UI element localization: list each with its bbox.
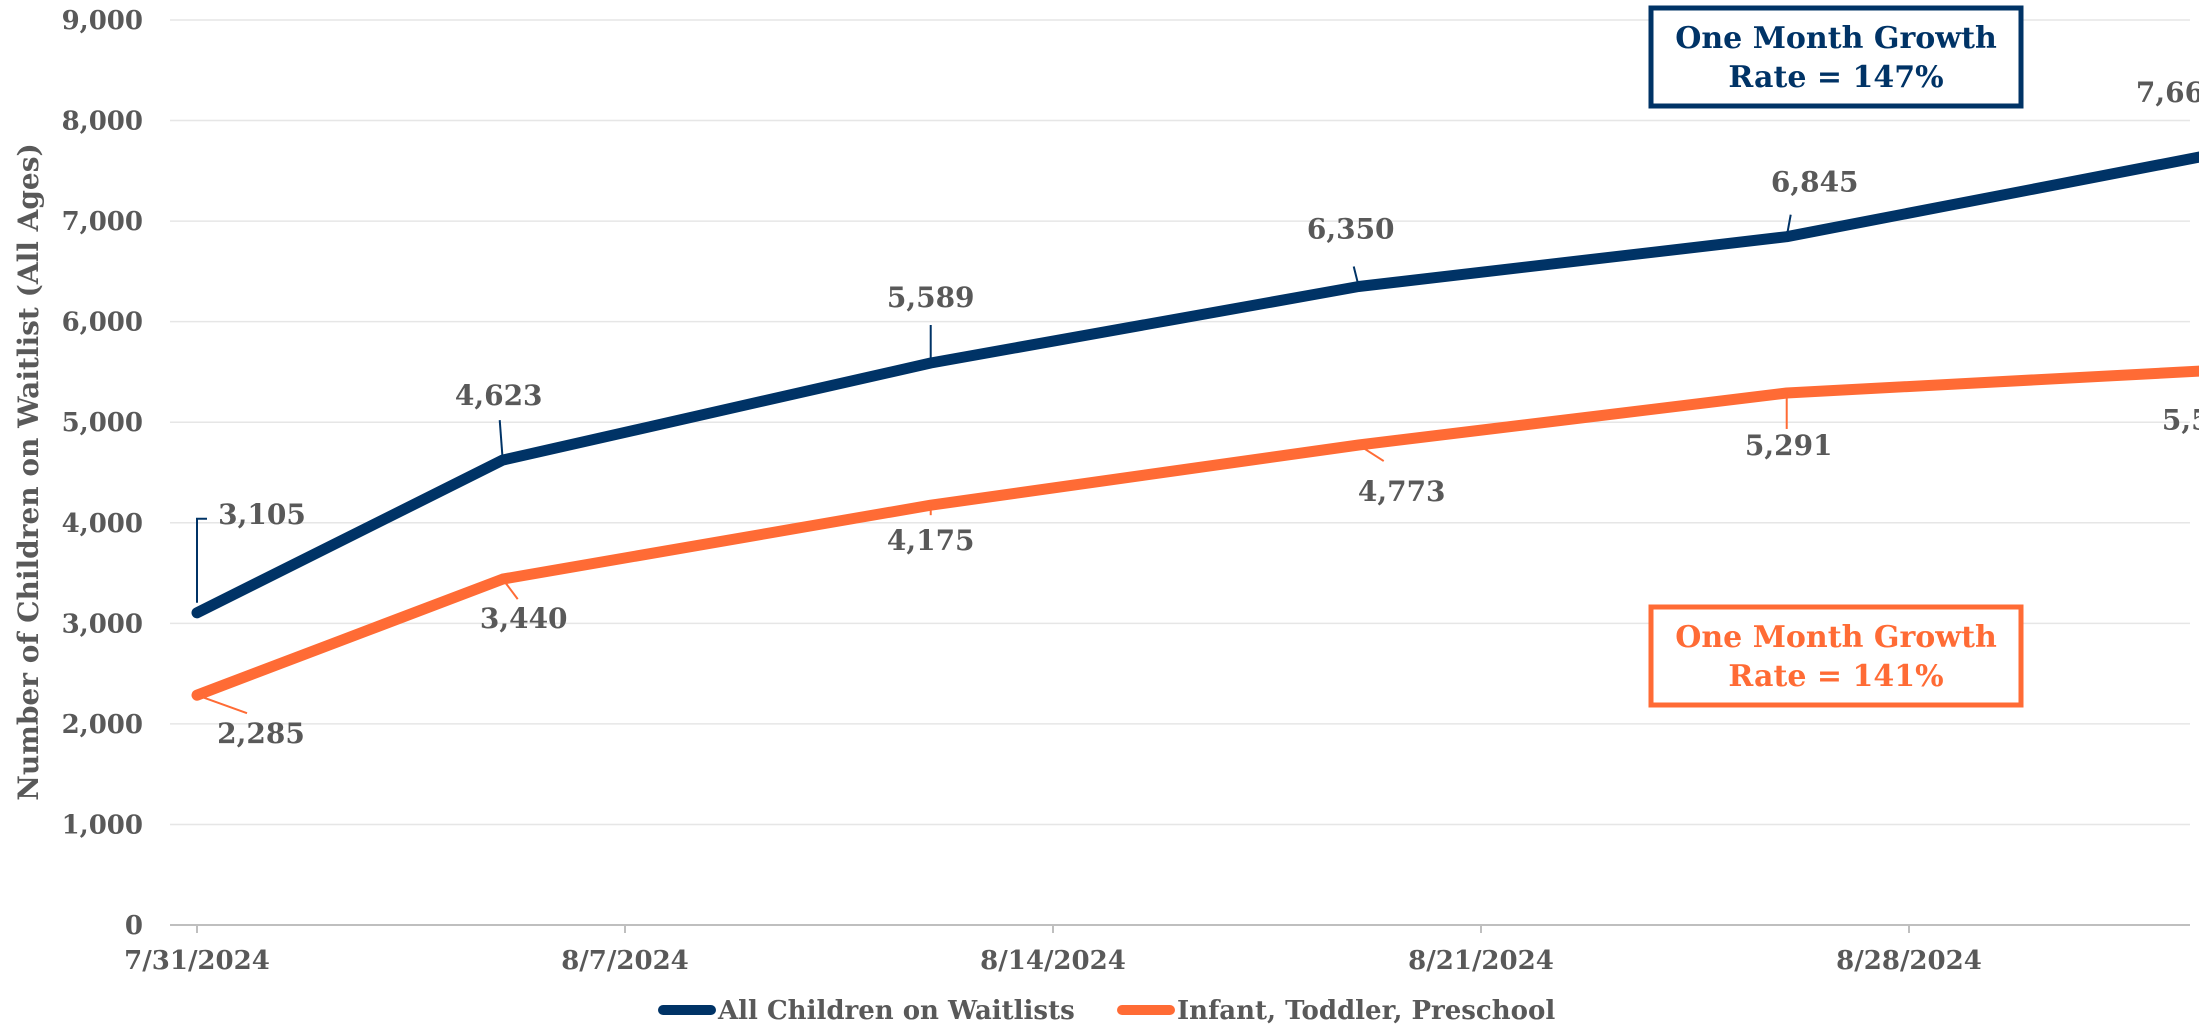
y-tick-label: 7,000 xyxy=(62,207,143,237)
legend: All Children on Waitlists Infant, Toddler… xyxy=(658,996,1555,1026)
x-tick-label: 8/28/2024 xyxy=(1836,946,1982,976)
x-tick-label: 8/21/2024 xyxy=(1408,946,1554,976)
growth-callouts: One Month Growth Rate = 147% One Month Gro… xyxy=(1648,5,2024,708)
growth-callout-line2: Rate = 141% xyxy=(1728,659,1943,694)
legend-label: All Children on Waitlists xyxy=(717,996,1075,1024)
data-label: 4,623 xyxy=(455,379,543,412)
data-labels: 3,105 4,623 5,589 6,350 6,845 7,666 2,285 3,440… xyxy=(217,76,2199,750)
y-axis-ticks: 0 1,000 2,000 3,000 4,000 5,000 6,000 7,000 8,00… xyxy=(62,6,143,941)
y-tick-label: 1,000 xyxy=(62,810,143,840)
data-label: 5,291 xyxy=(1745,429,1833,462)
data-label: 6,350 xyxy=(1307,212,1395,245)
y-axis-title: Number of Children on Waitlist (All Ages… xyxy=(12,143,45,800)
growth-callout-box xyxy=(1648,5,2024,109)
legend-label: Infant, Toddler, Preschool xyxy=(1177,996,1555,1024)
growth-callout-line2: Rate = 147% xyxy=(1728,60,1943,95)
y-tick-label: 0 xyxy=(125,911,143,941)
y-tick-label: 3,000 xyxy=(62,609,143,639)
series-line-2 xyxy=(191,365,2199,701)
leader-line xyxy=(196,694,248,715)
y-tick-label: 4,000 xyxy=(62,509,143,539)
series-line-1 xyxy=(191,151,2199,619)
data-label: 4,773 xyxy=(1358,475,1446,508)
y-tick-label: 5,000 xyxy=(62,408,143,438)
x-tick-label: 7/31/2024 xyxy=(124,946,270,976)
data-label: 4,175 xyxy=(887,524,975,557)
growth-callout-line1: One Month Growth xyxy=(1675,620,1997,655)
y-tick-label: 9,000 xyxy=(62,6,143,36)
leader-line xyxy=(498,420,504,461)
growth-callout-line1: One Month Growth xyxy=(1675,21,1997,56)
y-tick-label: 6,000 xyxy=(62,308,143,338)
data-label: 5,589 xyxy=(887,281,975,314)
leader-line xyxy=(1352,266,1360,287)
y-tick-label: 8,000 xyxy=(62,107,143,137)
x-tick-label: 8/7/2024 xyxy=(561,946,689,976)
y-tick-label: 2,000 xyxy=(62,710,143,740)
leader-line xyxy=(1358,444,1385,462)
growth-callout-box xyxy=(1648,604,2024,708)
data-label: 2,285 xyxy=(217,717,305,750)
x-tick-label: 8/14/2024 xyxy=(980,946,1126,976)
leader-line xyxy=(1785,214,1792,237)
leader-line xyxy=(501,578,519,600)
series-lines xyxy=(191,151,2199,701)
data-label: 5,516 xyxy=(2162,403,2199,436)
data-label: 3,105 xyxy=(218,498,306,531)
leader-line xyxy=(196,517,207,603)
data-label: 3,440 xyxy=(480,602,568,635)
x-axis-ticks: 7/31/2024 8/7/2024 8/14/2024 8/21/2024 8/28/… xyxy=(124,925,1982,976)
data-label-leaders xyxy=(196,214,1792,715)
data-label: 7,666 xyxy=(2136,76,2199,109)
data-label: 6,845 xyxy=(1771,166,1859,199)
